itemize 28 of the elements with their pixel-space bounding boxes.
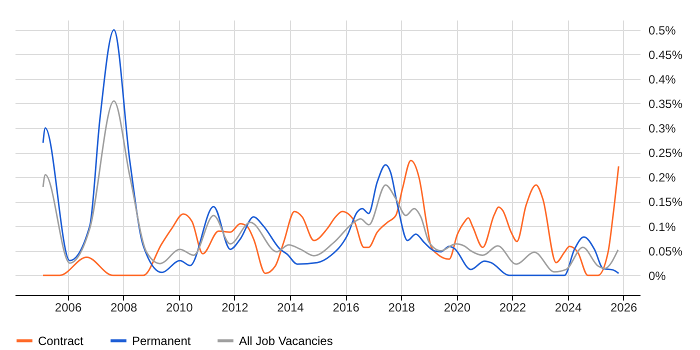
line-series: [42, 29, 620, 276]
x-tick-label: 2016: [332, 300, 360, 314]
y-tick-label: 0.3%: [648, 122, 676, 136]
x-tick-label: 2014: [277, 300, 304, 314]
x-tick-label: 2020: [444, 300, 471, 314]
y-tick-label: 0.4%: [648, 72, 676, 86]
legend-label: Permanent: [132, 334, 192, 348]
line-series: [42, 100, 619, 273]
x-tick-label: 2024: [554, 300, 582, 314]
x-tick-label: 2018: [388, 300, 416, 314]
y-tick-label: 0%: [648, 268, 666, 283]
x-tick-label: 2010: [166, 300, 194, 314]
x-tick-label: 2012: [222, 300, 249, 314]
x-tick-label: 2026: [610, 300, 638, 314]
y-tick-label: 0.25%: [648, 146, 683, 160]
y-tick-label: 0.1%: [648, 220, 676, 234]
x-tick-label: 2006: [54, 300, 82, 314]
y-tick-label: 0.35%: [648, 96, 683, 111]
line-series: [42, 160, 620, 276]
x-tick-label: 2022: [499, 300, 526, 314]
legend-label: All Job Vacancies: [239, 334, 333, 348]
y-tick-label: 0.5%: [648, 23, 676, 38]
y-tick-label: 0.45%: [648, 48, 683, 62]
x-tick-label: 2008: [110, 300, 138, 314]
y-tick-label: 0.15%: [648, 195, 683, 210]
legend-label: Contract: [38, 334, 84, 348]
y-tick-label: 0.2%: [648, 170, 676, 185]
y-tick-label: 0.05%: [648, 244, 683, 258]
